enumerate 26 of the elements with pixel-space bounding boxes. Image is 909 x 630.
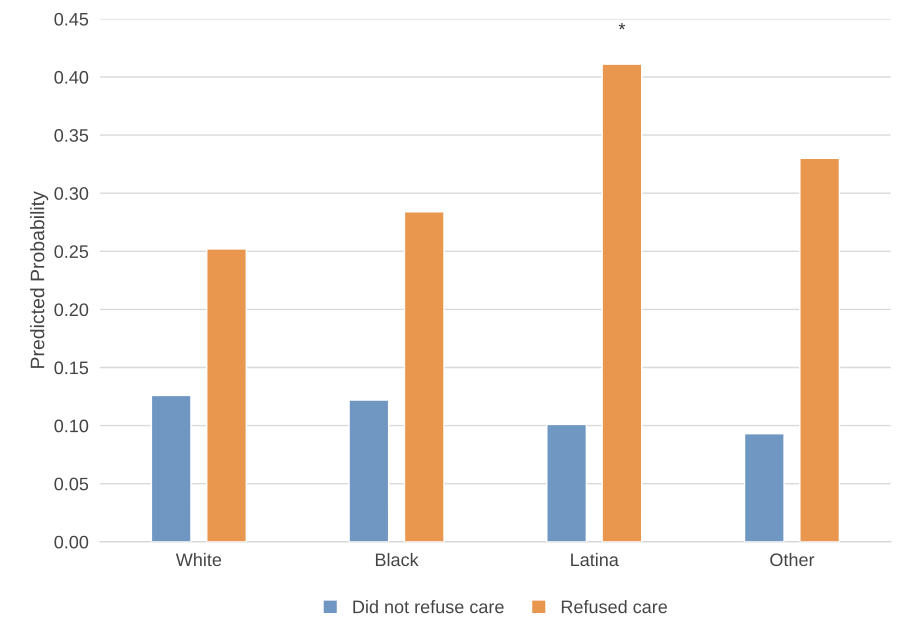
x-tick-label: Black	[376, 552, 419, 566]
bar	[206, 248, 247, 542]
y-tick-label: 0.25	[54, 245, 88, 258]
legend-label: Refused care	[562, 600, 667, 614]
legend-label: Did not refuse care	[353, 600, 504, 614]
bar	[348, 399, 390, 542]
y-tick-label: 0.00	[54, 536, 88, 549]
bar	[744, 433, 785, 542]
x-tick-label: Other	[770, 552, 814, 566]
annotation: *	[618, 23, 626, 30]
bar	[404, 211, 445, 542]
y-axis-title: Predicted Probability	[30, 191, 48, 368]
bar	[601, 64, 642, 542]
y-tick-label: 0.10	[54, 420, 88, 432]
y-tick-label: 0.40	[54, 70, 88, 84]
x-tick-label: Latina	[571, 552, 619, 566]
y-tick-label: 0.45	[54, 12, 88, 26]
y-tick-label: 0.05	[54, 478, 88, 490]
bar	[799, 158, 840, 542]
y-tick-label: 0.30	[54, 187, 88, 200]
x-tick-label: White	[176, 552, 222, 566]
bar	[150, 394, 192, 542]
y-tick-label: 0.20	[54, 303, 88, 316]
y-tick-label: 0.15	[54, 361, 88, 374]
y-tick-label: 0.35	[54, 129, 88, 142]
bar	[546, 424, 588, 542]
